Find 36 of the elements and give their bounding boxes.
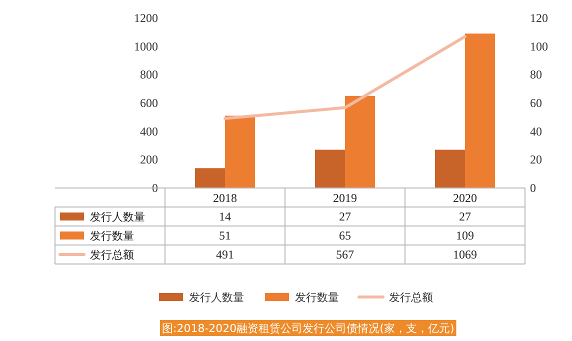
y-tick-label: 400 (140, 124, 158, 138)
y-tick-label: 200 (140, 152, 158, 167)
x-tick-label: 2018 (213, 191, 237, 205)
legend-label: 发行数量 (90, 230, 134, 242)
y2-tick-label: 100 (530, 39, 548, 54)
data-label: 14 (219, 210, 231, 224)
data-label: 1069 (453, 248, 477, 262)
y-tick-label: 800 (140, 68, 158, 82)
bar (345, 96, 375, 188)
y2-tick-label: 0 (530, 181, 536, 195)
bar (195, 168, 225, 188)
y2-tick-label: 80 (530, 68, 542, 82)
y2-tick-label: 60 (530, 96, 542, 110)
y-tick-label: 600 (140, 96, 158, 110)
legend-label: 发行总额 (90, 248, 134, 262)
y2-tick-label: 20 (530, 152, 542, 167)
caption: 图:2018-2020融资租赁公司发行公司债情况(家，支，亿元) (160, 320, 456, 336)
bar (465, 34, 495, 188)
data-label: 27 (339, 210, 351, 224)
legend-label: 发行人数量 (90, 210, 145, 224)
bar (435, 150, 465, 188)
legend: 发行人数量 发行数量 发行总额 (159, 291, 433, 304)
data-label: 51 (219, 228, 231, 242)
x-tick-label: 2019 (333, 191, 357, 205)
data-label: 27 (459, 210, 471, 224)
y-tick-label: 1000 (134, 39, 158, 54)
y-tick-label: 1200 (134, 11, 158, 25)
bar (315, 150, 345, 188)
data-label: 567 (336, 248, 354, 262)
bar (225, 116, 255, 188)
x-tick-label: 2020 (453, 191, 477, 205)
data-label: 109 (456, 228, 474, 242)
y2-tick-label: 120 (530, 11, 548, 25)
data-label: 65 (339, 228, 351, 242)
y2-tick-label: 40 (530, 124, 542, 138)
data-label: 491 (216, 248, 234, 262)
